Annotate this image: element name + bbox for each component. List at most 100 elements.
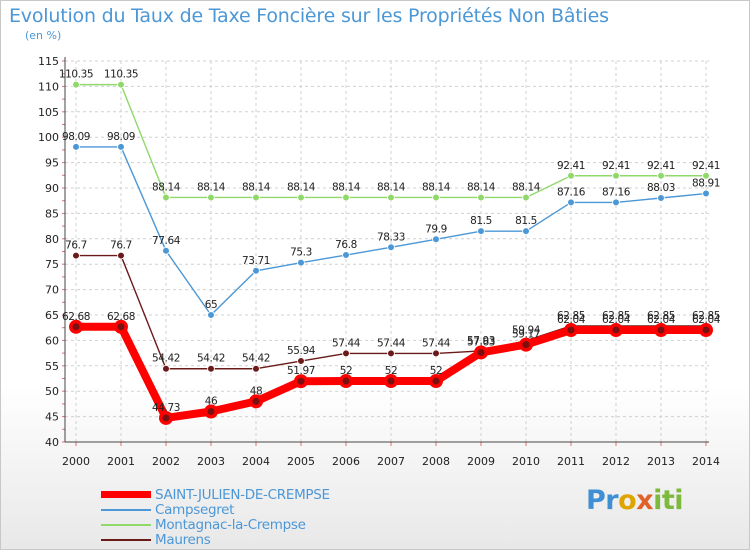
x-tick-label: 2001 xyxy=(107,455,135,468)
point-montagnac-la-crempse xyxy=(162,193,170,202)
data-label-campsegret: 87.16 xyxy=(557,186,586,198)
point-campsegret xyxy=(522,227,530,235)
legend-item-saint-julien[interactable]: SAINT-JULIEN-DE-CREMPSE xyxy=(101,487,330,503)
data-label-montagnac-la-crempse: 110.35 xyxy=(104,69,138,81)
point-core-saint-julien-de-crempse xyxy=(567,326,575,334)
point-campsegret xyxy=(612,198,620,207)
y-tick-label: 105 xyxy=(38,106,59,119)
data-label-campsegret: 77.64 xyxy=(152,235,181,247)
point-campsegret xyxy=(702,189,710,198)
point-maurens xyxy=(342,349,350,358)
data-label-campsegret: 78.33 xyxy=(377,231,405,243)
data-label-montagnac-la-crempse: 88.14 xyxy=(242,181,271,193)
point-montagnac-la-crempse xyxy=(567,171,575,180)
point-core-saint-julien-de-crempse xyxy=(72,323,80,331)
grid xyxy=(65,60,709,443)
point-maurens xyxy=(117,251,125,260)
data-label-saint-julien-de-crempse: 62.04 xyxy=(692,314,721,326)
point-montagnac-la-crempse xyxy=(702,171,710,180)
point-campsegret xyxy=(432,235,440,244)
legend-swatch-saint-julien xyxy=(101,491,151,498)
point-core-saint-julien-de-crempse xyxy=(477,348,485,356)
x-tick-label: 2004 xyxy=(242,455,270,468)
legend-item-maurens[interactable]: Maurens xyxy=(101,531,330,548)
legend: SAINT-JULIEN-DE-CREMPSE Campsegret Monta… xyxy=(101,487,330,548)
y-tick-label: 75 xyxy=(45,258,59,271)
data-label-saint-julien-de-crempse: 48 xyxy=(250,385,263,397)
x-tick-label: 2013 xyxy=(647,455,675,468)
data-label-maurens: 59.94 xyxy=(512,325,541,337)
logo-part: o xyxy=(618,485,637,516)
data-label-maurens: 55.94 xyxy=(287,345,316,357)
data-label-maurens: 54.42 xyxy=(197,353,225,365)
y-tick-label: 60 xyxy=(45,334,59,347)
proxiti-logo[interactable]: Proxiti xyxy=(586,485,684,516)
data-label-saint-julien-de-crempse: 51.97 xyxy=(287,365,315,377)
y-tick-label: 115 xyxy=(38,55,59,68)
point-campsegret xyxy=(207,311,215,319)
point-core-saint-julien-de-crempse xyxy=(702,326,710,334)
x-tick-label: 2008 xyxy=(422,455,450,468)
point-montagnac-la-crempse xyxy=(342,193,350,202)
data-label-campsegret: 81.5 xyxy=(470,215,492,227)
point-montagnac-la-crempse xyxy=(432,193,440,202)
y-tick-label: 85 xyxy=(45,207,59,220)
y-unit-label: (en %) xyxy=(25,29,62,42)
data-label-montagnac-la-crempse: 88.14 xyxy=(467,181,496,193)
data-label-saint-julien-de-crempse: 62.04 xyxy=(602,314,631,326)
y-tick-label: 90 xyxy=(45,182,59,195)
point-core-saint-julien-de-crempse xyxy=(432,377,440,385)
legend-item-campsegret[interactable]: Campsegret xyxy=(101,501,330,518)
point-campsegret xyxy=(387,243,395,252)
point-maurens xyxy=(387,349,395,358)
y-tick-label: 70 xyxy=(45,284,59,297)
x-tick-label: 2000 xyxy=(62,455,90,468)
data-label-campsegret: 88.91 xyxy=(692,178,720,190)
point-montagnac-la-crempse xyxy=(477,193,485,202)
legend-item-montagnac[interactable]: Montagnac-la-Crempse xyxy=(101,517,330,533)
legend-label: Campsegret xyxy=(155,501,235,518)
data-label-saint-julien-de-crempse: 46 xyxy=(205,396,218,408)
y-tick-label: 45 xyxy=(45,411,59,424)
x-tick-label: 2005 xyxy=(287,455,315,468)
point-maurens xyxy=(297,357,305,365)
point-campsegret xyxy=(252,266,260,275)
point-montagnac-la-crempse xyxy=(522,193,530,202)
data-label-montagnac-la-crempse: 88.14 xyxy=(422,181,451,193)
axes: 40 45 50 55 60 65 70 75 80 85 90 95 100 105 110 115 2000… xyxy=(38,55,720,468)
point-montagnac-la-crempse xyxy=(387,193,395,202)
data-label-saint-julien-de-crempse: 57.63 xyxy=(467,336,495,348)
data-label-maurens: 62.85 xyxy=(557,310,585,322)
point-core-saint-julien-de-crempse xyxy=(162,414,170,422)
point-campsegret xyxy=(162,246,170,255)
data-label-montagnac-la-crempse: 88.14 xyxy=(332,181,361,193)
point-campsegret xyxy=(342,251,350,259)
data-label-campsegret: 98.09 xyxy=(107,131,135,143)
y-tick-label: 50 xyxy=(45,385,59,398)
point-montagnac-la-crempse xyxy=(207,193,215,202)
data-label-montagnac-la-crempse: 88.14 xyxy=(152,181,181,193)
data-label-maurens: 57.44 xyxy=(332,337,361,349)
data-label-saint-julien-de-crempse: 44.73 xyxy=(152,402,180,414)
data-label-campsegret: 81.5 xyxy=(515,215,537,227)
legend-label: Maurens xyxy=(155,531,211,548)
point-montagnac-la-crempse xyxy=(612,171,620,180)
data-label-montagnac-la-crempse: 92.41 xyxy=(602,160,630,172)
y-tick-label: 65 xyxy=(45,309,59,322)
y-tick-label: 55 xyxy=(45,360,59,373)
data-label-montagnac-la-crempse: 92.41 xyxy=(557,160,585,172)
point-campsegret xyxy=(72,143,80,151)
data-label-campsegret: 87.16 xyxy=(602,186,631,198)
data-label-maurens: 54.42 xyxy=(152,353,180,365)
point-maurens xyxy=(162,364,170,373)
data-label-maurens: 62.85 xyxy=(692,310,720,322)
x-tick-label: 2009 xyxy=(467,455,495,468)
data-label-campsegret: 88.03 xyxy=(647,182,675,194)
point-montagnac-la-crempse xyxy=(72,80,80,89)
point-campsegret xyxy=(477,227,485,235)
data-label-saint-julien-de-crempse: 52 xyxy=(340,365,353,377)
x-tick-label: 2014 xyxy=(692,455,720,468)
point-campsegret xyxy=(657,194,665,202)
data-label-campsegret: 65 xyxy=(205,299,218,311)
